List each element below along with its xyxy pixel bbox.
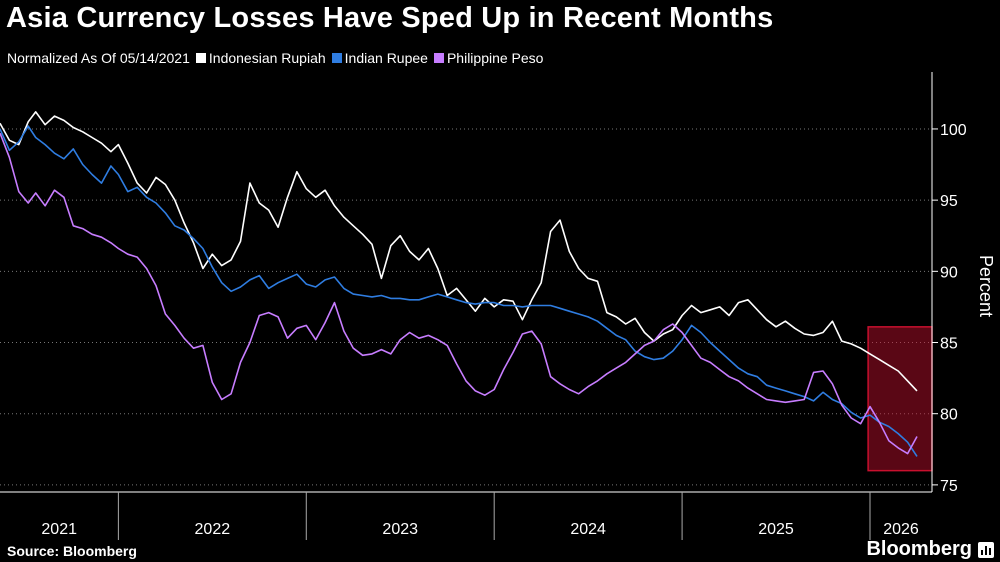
x-tick-label-2023: 2023 (382, 521, 418, 538)
y-tick-label-95: 95 (940, 193, 958, 210)
axes (0, 72, 933, 493)
x-tick-label-2026: 2026 (883, 521, 919, 538)
legend: Normalized As Of 05/14/2021 Indonesian R… (7, 50, 543, 66)
y-tick-labels: 75 80 85 90 95 100 (932, 122, 967, 495)
legend-label-peso: Philippine Peso (446, 50, 544, 66)
x-tick-labels: 2021 2022 2023 2024 2025 2026 (41, 492, 919, 540)
series-lines (0, 111, 918, 457)
legend-label-rupee: Indian Rupee (344, 50, 428, 66)
series-line-rupee (0, 125, 918, 457)
legend-label-rupiah: Indonesian Rupiah (208, 50, 326, 66)
x-tick-label-2024: 2024 (570, 521, 606, 538)
chart-title: Asia Currency Losses Have Sped Up in Rec… (6, 2, 774, 34)
gridlines (0, 128, 932, 486)
y-tick-label-75: 75 (940, 478, 958, 495)
legend-swatch-rupiah (195, 53, 206, 63)
series-line-peso (0, 132, 918, 455)
y-tick-label-85: 85 (940, 336, 958, 353)
highlight-box (867, 326, 933, 472)
subtitle: Normalized As Of 05/14/2021 (7, 50, 190, 66)
x-tick-label-2021: 2021 (41, 521, 77, 538)
source-note: Source: Bloomberg (7, 543, 137, 559)
x-tick-label-2022: 2022 (195, 521, 231, 538)
brand-logo: Bloomberg (866, 538, 972, 560)
x-tick-label-2025: 2025 (758, 521, 794, 538)
y-tick-label-80: 80 (940, 407, 958, 424)
series-line-rupiah (0, 111, 918, 392)
legend-swatch-peso (433, 53, 444, 63)
bar-chart-icon (978, 542, 994, 558)
y-axis-label: Percent (976, 255, 996, 317)
y-tick-label-100: 100 (940, 122, 967, 139)
y-tick-label-90: 90 (940, 264, 958, 281)
legend-swatch-rupee (331, 53, 342, 63)
